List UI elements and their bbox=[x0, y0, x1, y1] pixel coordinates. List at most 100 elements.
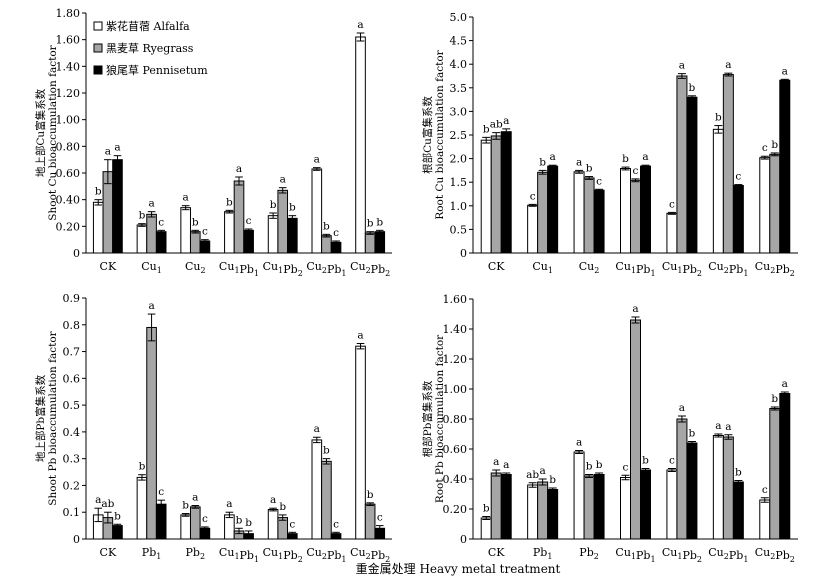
category-label: Cu2 bbox=[185, 260, 206, 275]
bar bbox=[224, 514, 235, 540]
bar-group: ab c bbox=[311, 423, 342, 540]
bar bbox=[287, 217, 298, 254]
significance-letter: c bbox=[669, 455, 675, 467]
bar-group: bac bbox=[136, 198, 167, 254]
panel-3: 0 0.1 0.2 0.3 0.4 0.5 0.6 0.7 0.8 0.9 地上部Pb富集系数 Sho… bbox=[34, 292, 392, 564]
significance-letter: c bbox=[333, 518, 339, 530]
significance-letter: c bbox=[762, 484, 768, 496]
bar bbox=[480, 139, 492, 254]
category-label: Cu2 bbox=[579, 260, 600, 275]
y-tick-label: 2.5 bbox=[450, 129, 468, 142]
bar bbox=[583, 177, 595, 254]
y-tick-label: 1.60 bbox=[56, 34, 81, 47]
bar bbox=[769, 408, 781, 540]
significance-letter: ab bbox=[490, 119, 503, 131]
significance-letter: a bbox=[226, 498, 232, 510]
bar-group: b a a bbox=[92, 142, 123, 254]
category-label: CK bbox=[488, 260, 505, 273]
significance-letter: a bbox=[95, 494, 101, 506]
bar-group: bac bbox=[224, 163, 254, 254]
category-label: Cu2Pb1 bbox=[708, 260, 748, 278]
bar bbox=[537, 171, 549, 254]
y-tick-label: 0.20 bbox=[443, 503, 468, 516]
y-tick-label: 0.40 bbox=[443, 473, 468, 486]
y-tick-label: 0.40 bbox=[56, 194, 81, 207]
bar bbox=[311, 439, 323, 540]
significance-letter: b bbox=[735, 467, 742, 479]
bar bbox=[355, 345, 366, 540]
y-tick-label: 1.60 bbox=[443, 293, 468, 306]
y-axis-label-cn: 根部Cu富集系数 bbox=[421, 96, 434, 174]
category-label: Cu2Pb1 bbox=[306, 260, 346, 278]
bar bbox=[155, 231, 167, 254]
bar bbox=[267, 509, 279, 540]
y-tick-label: 0.20 bbox=[56, 220, 81, 233]
bar-group: bca bbox=[620, 151, 651, 254]
significance-letter: c bbox=[633, 165, 639, 177]
bar bbox=[355, 36, 366, 254]
y-tick-label: 1.80 bbox=[56, 7, 81, 20]
bar bbox=[233, 180, 245, 254]
significance-letter: b bbox=[236, 514, 243, 526]
significance-letter: b bbox=[715, 112, 722, 124]
category-label: Cu2Pb1 bbox=[306, 546, 346, 564]
y-tick-label: 1.40 bbox=[443, 323, 468, 336]
bar bbox=[686, 442, 698, 540]
bar bbox=[224, 211, 235, 254]
significance-letter: b bbox=[771, 393, 778, 405]
category-label: Pb2 bbox=[579, 546, 599, 561]
significance-letter: a bbox=[715, 420, 721, 432]
significance-letter: c bbox=[333, 227, 339, 239]
category-label: Cu1Pb1 bbox=[615, 260, 655, 278]
bar bbox=[779, 393, 791, 540]
significance-letter: b bbox=[771, 139, 778, 151]
significance-letter: c bbox=[735, 171, 741, 183]
category-label: Cu1Pb1 bbox=[615, 546, 655, 564]
significance-letter: a bbox=[642, 151, 648, 163]
y-tick-label: 1.5 bbox=[450, 176, 468, 189]
bar bbox=[666, 212, 678, 254]
significance-letter: a bbox=[550, 151, 556, 163]
y-tick-label: 3.5 bbox=[450, 82, 468, 95]
bar bbox=[321, 235, 332, 254]
y-tick-label: 2.0 bbox=[450, 153, 468, 166]
significance-letter: b bbox=[539, 156, 546, 168]
significance-letter: a bbox=[314, 154, 320, 166]
significance-letter: b bbox=[549, 474, 556, 486]
bar bbox=[321, 460, 332, 540]
y-tick-label: 0.5 bbox=[450, 223, 468, 236]
bar bbox=[722, 436, 734, 540]
significance-letter: b bbox=[182, 500, 189, 512]
significance-letter: b bbox=[689, 428, 696, 440]
bar bbox=[527, 204, 539, 254]
bar bbox=[640, 469, 651, 540]
significance-letter: c bbox=[377, 512, 383, 524]
significance-letter: a bbox=[148, 300, 154, 312]
y-tick-label: 1.00 bbox=[56, 114, 81, 127]
bar bbox=[136, 476, 148, 540]
significance-letter: b bbox=[689, 82, 696, 94]
bar bbox=[640, 165, 651, 254]
significance-letter: b bbox=[139, 210, 146, 222]
bar-group: bac bbox=[136, 300, 167, 540]
significance-letter: a bbox=[280, 174, 286, 186]
y-tick-label: 1.20 bbox=[56, 87, 81, 100]
significance-letter: b bbox=[95, 186, 102, 198]
bar bbox=[527, 484, 539, 540]
bar bbox=[500, 131, 512, 254]
bar bbox=[547, 165, 559, 254]
y-tick-label: 1.00 bbox=[443, 383, 468, 396]
significance-letter: c bbox=[530, 190, 536, 202]
y-tick-label: 0.9 bbox=[63, 292, 81, 305]
significance-letter: a bbox=[540, 465, 546, 477]
bar bbox=[593, 189, 605, 254]
y-tick-label: 5.0 bbox=[450, 11, 468, 24]
significance-letter: b bbox=[586, 461, 593, 473]
bar bbox=[490, 135, 502, 254]
significance-letter: b bbox=[622, 153, 629, 165]
y-tick-label: 4.5 bbox=[450, 35, 468, 48]
significance-letter: c bbox=[202, 226, 208, 238]
significance-letter: a bbox=[576, 437, 582, 449]
